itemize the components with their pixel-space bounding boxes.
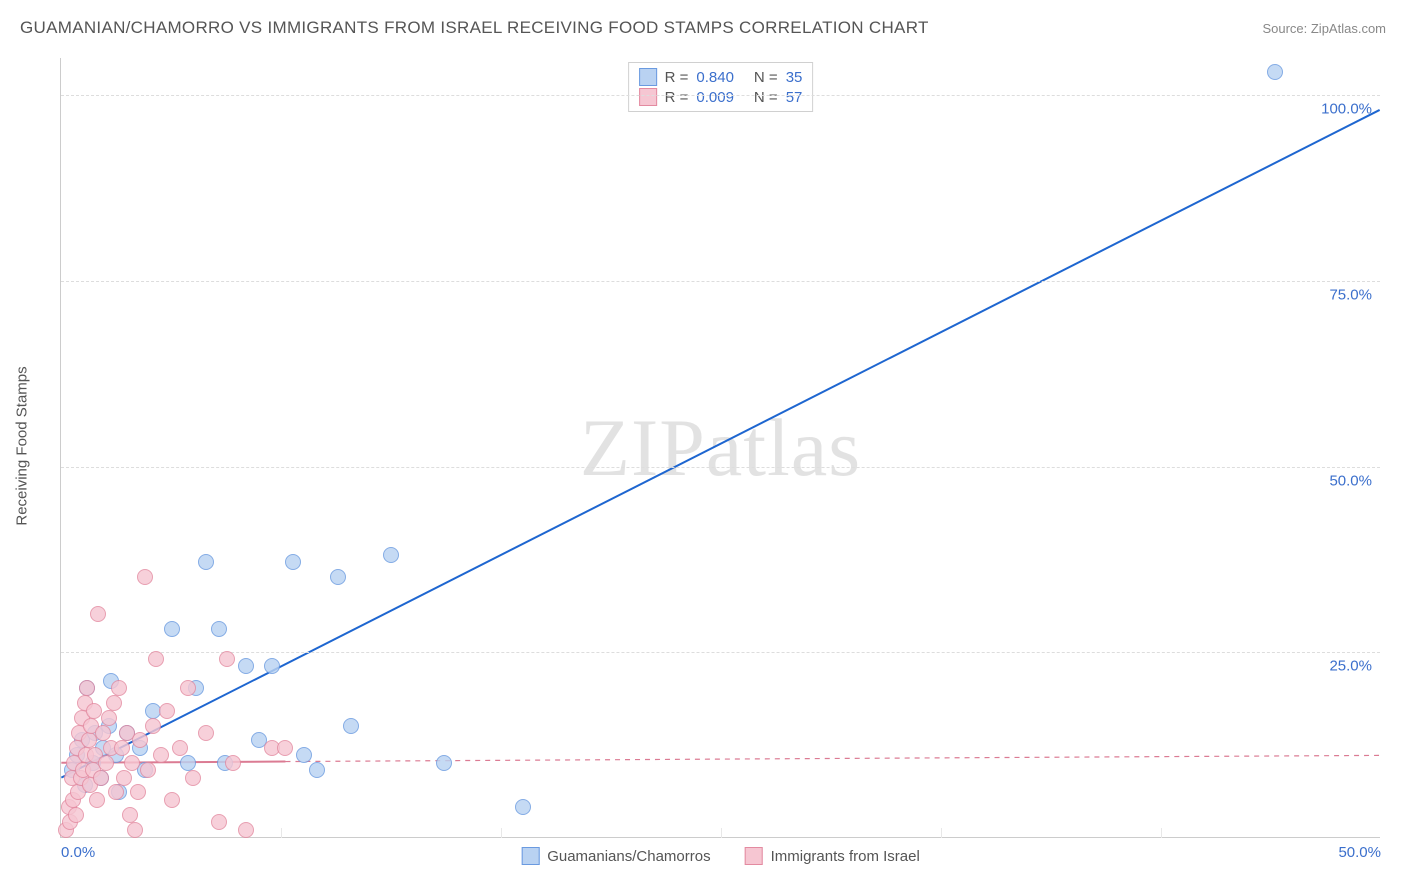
- data-point-israel: [172, 740, 188, 756]
- data-point-guamanians: [164, 621, 180, 637]
- stats-legend: R = 0.840 N = 35 R = 0.009 N = 57: [628, 62, 814, 112]
- data-point-israel: [127, 822, 143, 838]
- y-tick-label: 100.0%: [1321, 101, 1372, 118]
- stat-n-label: N =: [754, 69, 778, 86]
- data-point-israel: [90, 606, 106, 622]
- stat-n-value-israel: 57: [786, 89, 803, 106]
- legend-swatch-guamanians: [521, 847, 539, 865]
- data-point-israel: [81, 732, 97, 748]
- data-point-israel: [148, 651, 164, 667]
- data-point-israel: [159, 703, 175, 719]
- legend-swatch-israel: [745, 847, 763, 865]
- stats-row-israel: R = 0.009 N = 57: [639, 87, 803, 107]
- stat-r-value-guamanians: 0.840: [696, 69, 734, 86]
- x-tick-mark: [281, 828, 282, 838]
- stat-r-label: R =: [665, 89, 689, 106]
- data-point-israel: [153, 747, 169, 763]
- data-point-israel: [145, 718, 161, 734]
- data-point-guamanians: [515, 799, 531, 815]
- chart-title: GUAMANIAN/CHAMORRO VS IMMIGRANTS FROM IS…: [20, 18, 929, 38]
- x-tick-label: 50.0%: [1338, 844, 1381, 861]
- scatter-plot: ZIPatlas R = 0.840N = 35R = 0.009N = 57 …: [60, 58, 1380, 838]
- data-point-guamanians: [211, 621, 227, 637]
- stat-n-value-guamanians: 35: [786, 69, 803, 86]
- gridline-h: [61, 95, 1380, 96]
- stat-r-label: R =: [665, 69, 689, 86]
- gridline-h: [61, 467, 1380, 468]
- stat-n-label: N =: [754, 89, 778, 106]
- data-point-israel: [164, 792, 180, 808]
- data-point-israel: [101, 710, 117, 726]
- x-tick-mark: [721, 828, 722, 838]
- data-point-israel: [108, 784, 124, 800]
- data-point-israel: [130, 784, 146, 800]
- y-tick-label: 75.0%: [1329, 286, 1372, 303]
- legend-label-israel: Immigrants from Israel: [771, 848, 920, 865]
- legend-item-guamanians: Guamanians/Chamorros: [521, 847, 710, 865]
- data-point-israel: [225, 755, 241, 771]
- data-point-israel: [93, 770, 109, 786]
- data-point-guamanians: [383, 547, 399, 563]
- data-point-guamanians: [264, 658, 280, 674]
- data-point-israel: [98, 755, 114, 771]
- data-point-israel: [132, 732, 148, 748]
- data-point-israel: [111, 680, 127, 696]
- legend-label-guamanians: Guamanians/Chamorros: [547, 848, 710, 865]
- data-point-guamanians: [1267, 64, 1283, 80]
- swatch-guamanians: [639, 68, 657, 86]
- source-attribution: Source: ZipAtlas.com: [1262, 21, 1386, 36]
- data-point-israel: [185, 770, 201, 786]
- data-point-guamanians: [198, 554, 214, 570]
- y-tick-label: 25.0%: [1329, 658, 1372, 675]
- series-legend: Guamanians/Chamorros Immigrants from Isra…: [521, 847, 920, 865]
- x-tick-mark: [501, 828, 502, 838]
- data-point-guamanians: [343, 718, 359, 734]
- data-point-israel: [116, 770, 132, 786]
- y-axis-label: Receiving Food Stamps: [14, 366, 31, 525]
- data-point-israel: [238, 822, 254, 838]
- data-point-israel: [79, 680, 95, 696]
- data-point-israel: [106, 695, 122, 711]
- data-point-israel: [277, 740, 293, 756]
- trend-lines-layer: [61, 58, 1380, 837]
- data-point-israel: [68, 807, 84, 823]
- data-point-israel: [219, 651, 235, 667]
- gridline-h: [61, 652, 1380, 653]
- data-point-guamanians: [238, 658, 254, 674]
- data-point-israel: [122, 807, 138, 823]
- x-tick-mark: [1161, 828, 1162, 838]
- data-point-guamanians: [309, 762, 325, 778]
- data-point-israel: [114, 740, 130, 756]
- data-point-guamanians: [285, 554, 301, 570]
- data-point-guamanians: [180, 755, 196, 771]
- data-point-guamanians: [436, 755, 452, 771]
- swatch-israel: [639, 88, 657, 106]
- stat-r-value-israel: 0.009: [696, 89, 734, 106]
- data-point-israel: [198, 725, 214, 741]
- data-point-israel: [137, 569, 153, 585]
- x-tick-label: 0.0%: [61, 844, 95, 861]
- trend-line-guamanians: [61, 110, 1379, 778]
- stats-row-guamanians: R = 0.840 N = 35: [639, 67, 803, 87]
- data-point-israel: [124, 755, 140, 771]
- data-point-israel: [89, 792, 105, 808]
- data-point-guamanians: [296, 747, 312, 763]
- data-point-israel: [140, 762, 156, 778]
- data-point-guamanians: [330, 569, 346, 585]
- x-tick-mark: [941, 828, 942, 838]
- data-point-israel: [180, 680, 196, 696]
- y-tick-label: 50.0%: [1329, 472, 1372, 489]
- gridline-h: [61, 281, 1380, 282]
- data-point-israel: [95, 725, 111, 741]
- legend-item-israel: Immigrants from Israel: [745, 847, 920, 865]
- data-point-israel: [211, 814, 227, 830]
